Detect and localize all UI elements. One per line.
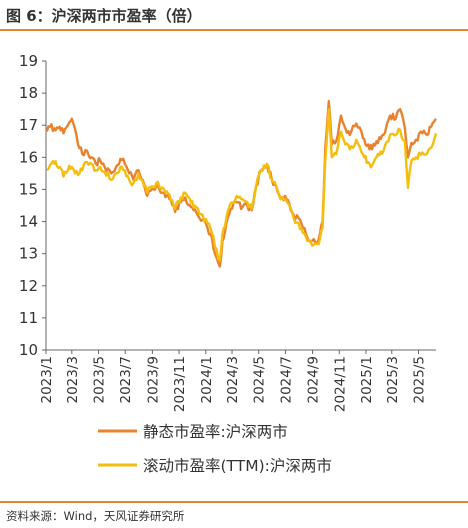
y-tick-label: 11 <box>19 309 38 327</box>
legend-label-2: 滚动市盈率(TTM):沪深两市 <box>143 457 332 475</box>
y-tick-label: 16 <box>19 148 38 166</box>
y-tick-label: 14 <box>19 213 38 231</box>
x-tick-label: 2023/3 <box>65 356 81 404</box>
x-tick-label: 2025/5 <box>411 356 427 404</box>
x-tick-label: 2025/1 <box>359 356 375 404</box>
x-tick-label: 2024/1 <box>199 356 215 404</box>
x-tick-label: 2024/7 <box>278 356 294 404</box>
x-tick-label: 2024/3 <box>225 356 241 404</box>
x-tick-label: 2023/11 <box>172 356 188 412</box>
x-tick-label: 2023/5 <box>92 356 108 404</box>
series-line-1 <box>45 99 437 268</box>
source-divider <box>0 501 468 503</box>
series-lines <box>45 99 438 268</box>
source-note: 资料来源：Wind，天风证券研究所 <box>6 509 185 523</box>
x-axis-ticks: 2023/1 2023/3 2023/5 2023/7 2023/9 2023/11 202… <box>39 350 427 412</box>
x-tick-label: 2025/3 <box>385 356 401 404</box>
title-divider <box>0 29 468 31</box>
legend-label-1: 静态市盈率:沪深两市 <box>143 423 288 441</box>
y-tick-label: 12 <box>19 277 38 295</box>
series-line-2 <box>46 108 438 262</box>
x-tick-label: 2024/5 <box>252 356 268 404</box>
y-tick-label: 18 <box>19 84 38 102</box>
y-tick-label: 19 <box>19 52 38 70</box>
y-tick-label: 15 <box>19 180 38 198</box>
x-tick-label: 2023/7 <box>118 356 134 404</box>
y-tick-label: 10 <box>19 341 38 359</box>
x-tick-label: 2024/9 <box>306 356 322 404</box>
x-tick-label: 2024/11 <box>332 356 348 412</box>
y-tick-label: 17 <box>19 116 38 134</box>
x-tick-label: 2023/9 <box>145 356 161 404</box>
y-tick-label: 13 <box>19 245 38 263</box>
figure-title: 图 6：沪深两市市盈率（倍） <box>6 7 202 25</box>
x-tick-label: 2023/1 <box>39 356 55 404</box>
y-axis-ticks: 10 11 12 13 14 15 16 17 18 19 <box>19 52 46 359</box>
chart-axes <box>45 61 436 351</box>
